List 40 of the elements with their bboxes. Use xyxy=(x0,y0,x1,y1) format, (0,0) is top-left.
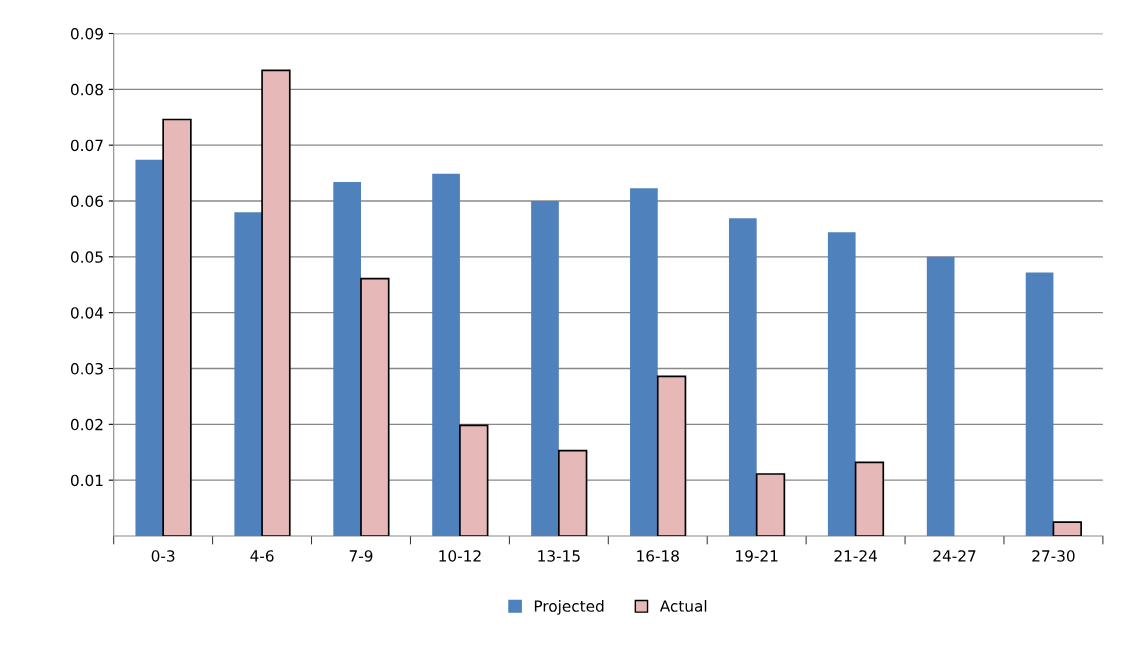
bar xyxy=(234,212,263,536)
bar xyxy=(531,201,559,536)
x-tick-label: 13-15 xyxy=(538,550,580,562)
bar xyxy=(261,69,291,536)
bar xyxy=(1052,521,1082,536)
x-tick-label: 16-18 xyxy=(637,550,679,562)
bar xyxy=(630,188,658,536)
bar xyxy=(854,461,885,536)
bar xyxy=(360,277,390,536)
y-tick-label: 0.04 xyxy=(70,307,104,319)
bar xyxy=(135,159,164,536)
bar xyxy=(755,473,786,536)
y-tick-label: 0.02 xyxy=(70,418,103,431)
bar xyxy=(459,424,489,536)
x-tick-label: 0-3 xyxy=(151,550,175,562)
bar xyxy=(656,375,687,536)
legend-label: Projected xyxy=(534,600,604,615)
x-tick-label: 27-30 xyxy=(1032,550,1075,562)
x-tick-label: 21-24 xyxy=(834,550,877,562)
x-tick-label: 10-12 xyxy=(439,550,481,562)
x-tick-label: 7-9 xyxy=(349,550,373,562)
y-tick-label: 0.01 xyxy=(70,474,103,487)
y-tick-label: 0.05 xyxy=(70,251,103,263)
bar xyxy=(432,173,460,536)
x-tick-label: 19-21 xyxy=(736,550,778,562)
bar xyxy=(162,118,192,536)
x-tick-label: 4-6 xyxy=(250,550,274,562)
x-tick-label: 24-27 xyxy=(933,550,976,562)
y-tick-label: 0.08 xyxy=(70,83,103,96)
y-tick-label: 0.07 xyxy=(70,139,103,152)
legend-label: Actual xyxy=(659,600,707,612)
bar xyxy=(1025,272,1054,536)
bar xyxy=(827,232,856,536)
y-tick-label: 0.06 xyxy=(70,195,104,208)
bar xyxy=(728,218,757,536)
bar xyxy=(558,449,588,536)
bar xyxy=(333,182,361,536)
bar xyxy=(926,256,955,536)
y-tick-label: 0.09 xyxy=(70,27,103,40)
y-tick-label: 0.03 xyxy=(70,362,103,375)
